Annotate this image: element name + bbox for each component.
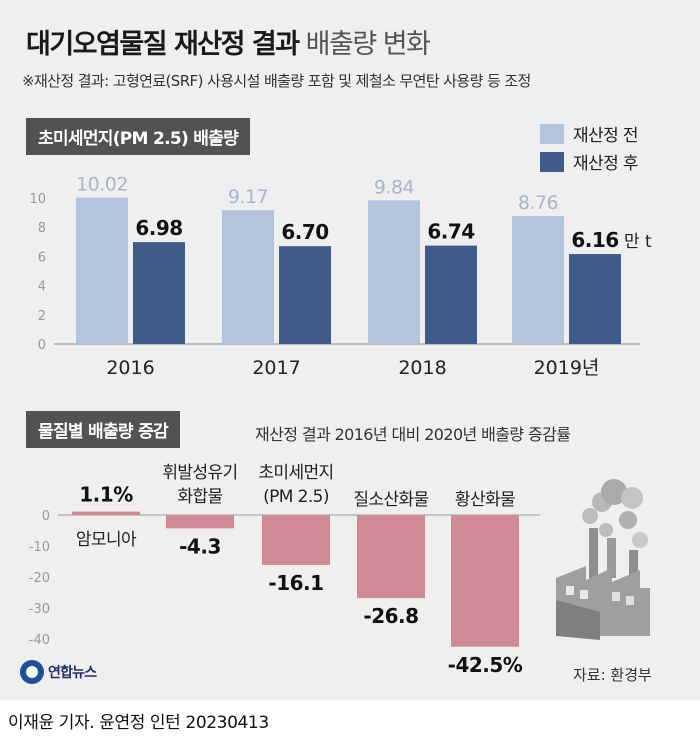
y-tick-label: 2	[38, 309, 46, 324]
unit-label: 만 t	[624, 232, 652, 252]
credit-line: 이재윤 기자. 윤연정 인턴 20230413	[8, 713, 269, 733]
change-bar	[357, 515, 425, 599]
category-label: 휘발성유기	[162, 463, 237, 483]
bar-after	[133, 242, 185, 344]
bar-after	[569, 254, 621, 344]
title-bold: 대기오염물질 재산정 결과	[26, 29, 300, 60]
legend-item-after: 재산정 후	[540, 149, 639, 174]
y-tick-label: 10	[29, 192, 46, 207]
y-tick-label: 4	[38, 280, 46, 295]
legend-label-before: 재산정 전	[573, 126, 639, 146]
bar-after	[279, 246, 331, 344]
chart2-title-tag: 물질별 배출량 증감	[26, 411, 180, 448]
x-tick-label: 2019년	[534, 357, 600, 379]
y-tick-label: -20	[29, 571, 50, 586]
data-label-before: 9.84	[374, 176, 415, 198]
bar-before	[76, 197, 128, 344]
category-label: 암모니아	[76, 530, 137, 550]
y-tick-label: -30	[29, 602, 50, 617]
category-label: 화합물	[177, 487, 222, 507]
emission-bar-chart: 0 2 4 6 8 10 10.02 6.98 2016 9.17 6.70 2017 9.84 6.74…	[29, 174, 652, 379]
legend-item-before: 재산정 전	[540, 121, 639, 146]
change-bar	[72, 511, 140, 515]
data-label-after: 6.98	[135, 216, 182, 240]
legend-label-after: 재산정 후	[573, 154, 639, 174]
y-tick-label: 0	[38, 338, 46, 353]
chart2-subtitle: 재산정 결과 2016년 대비 2020년 배출량 증감률	[255, 425, 571, 444]
infographic-card: 대기오염물질 재산정 결과 배출량 변화 ※재산정 결과: 고형연료(SRF) …	[0, 0, 700, 700]
chart1-title-tag: 초미세먼지(PM 2.5) 배출량	[26, 118, 251, 155]
x-tick-label: 2017	[252, 357, 300, 379]
bar-after	[425, 245, 477, 344]
change-value-label: -26.8	[363, 604, 418, 628]
change-value-label: -16.1	[268, 571, 323, 595]
y-tick-label: 6	[38, 250, 46, 265]
bar-before	[222, 210, 274, 344]
category-label: 황산화물	[455, 490, 515, 510]
data-label-after: 6.74	[427, 220, 474, 244]
data-label-before: 10.02	[76, 174, 128, 196]
change-value-label: -4.3	[179, 534, 221, 558]
x-tick-label: 2016	[106, 357, 154, 379]
data-label-after: 6.70	[281, 220, 328, 244]
change-bar	[166, 515, 234, 529]
source-text: 자료: 환경부	[573, 666, 652, 684]
title-light: 배출량 변화	[305, 29, 431, 60]
change-bar	[451, 515, 519, 647]
y-tick-label: -10	[29, 540, 50, 555]
category-label: (PM 2.5)	[263, 487, 329, 507]
change-bar	[262, 515, 330, 565]
y-tick-label: -40	[29, 633, 50, 648]
legend-swatch-before	[540, 123, 564, 144]
yonhap-mark-icon	[20, 660, 44, 684]
factory-icon	[556, 479, 650, 640]
bar-before	[368, 200, 420, 344]
change-value-label: -42.5%	[448, 653, 523, 677]
data-label-before: 9.17	[228, 186, 268, 208]
data-label-after: 6.16	[571, 228, 618, 252]
y-tick-label: 8	[38, 221, 46, 236]
recalc-note: ※재산정 결과: 고형연료(SRF) 사용시설 배출량 포함 및 제철소 무연탄…	[22, 72, 531, 90]
change-value-label: 1.1%	[79, 483, 133, 507]
category-label: 초미세먼지	[258, 463, 333, 483]
x-tick-label: 2018	[398, 357, 446, 379]
y-tick-label: 0	[42, 509, 50, 524]
legend-swatch-after	[540, 151, 564, 172]
page-title: 대기오염물질 재산정 결과 배출량 변화	[26, 22, 431, 61]
yonhap-logo: 연합뉴스	[20, 660, 97, 684]
category-label: 질소산화물	[353, 490, 428, 510]
bar-before	[512, 216, 564, 344]
data-label-before: 8.76	[518, 192, 558, 214]
logo-text: 연합뉴스	[48, 665, 97, 681]
